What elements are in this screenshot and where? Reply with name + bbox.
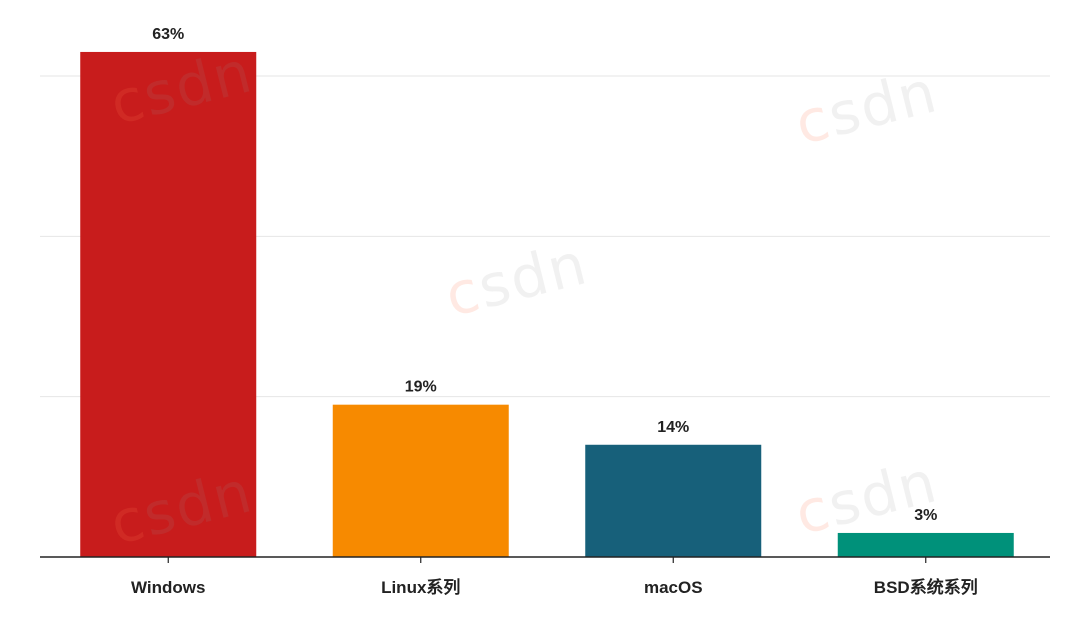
- bars: [80, 51, 1014, 557]
- category-label: macOS: [644, 578, 703, 597]
- x-axis-ticks: [167, 557, 927, 563]
- category-labels: Windows Linux系列 macOS BSD系统系列: [131, 577, 978, 597]
- bar-2: [332, 404, 509, 557]
- value-label: 14%: [657, 419, 689, 436]
- category-label: Windows: [131, 578, 205, 597]
- bar-3: [585, 444, 762, 557]
- value-label: 3%: [914, 507, 937, 524]
- bar-4: [837, 532, 1014, 557]
- value-labels: 63% 19% 14% 3%: [152, 26, 937, 524]
- category-label: BSD系统系列: [874, 577, 978, 597]
- value-label: 63%: [152, 26, 184, 43]
- category-label: Linux系列: [381, 577, 460, 597]
- bar-1: [80, 51, 257, 557]
- value-label: 19%: [405, 379, 437, 396]
